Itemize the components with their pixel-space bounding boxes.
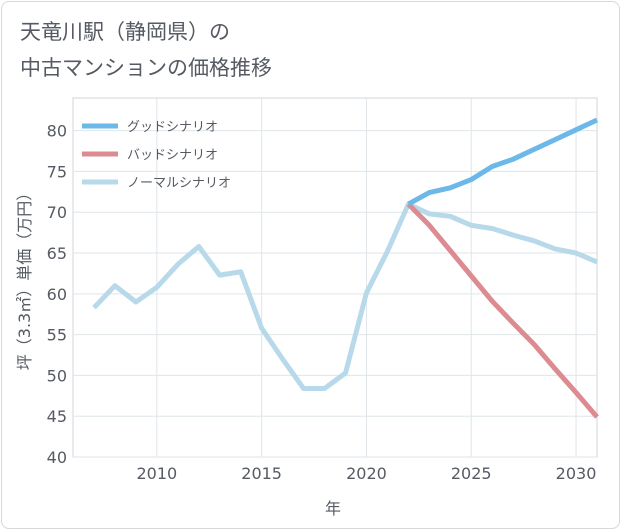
y-axis-label: 坪（3.3㎡）単価（万円） (15, 185, 34, 370)
x-tick-label: 2030 (556, 464, 597, 483)
chart-title-line-2: 中古マンションの価格推移 (20, 56, 272, 80)
y-tick-label: 40 (47, 448, 67, 467)
legend-label: バッドシナリオ (127, 148, 218, 163)
y-tick-label: 45 (47, 407, 67, 426)
x-tick-label: 2020 (346, 464, 387, 483)
y-tick-label: 70 (47, 203, 67, 222)
y-tick-label: 55 (47, 326, 67, 345)
x-tick-label: 2015 (241, 464, 282, 483)
y-tick-label: 60 (47, 285, 67, 304)
series-line-1 (407, 117, 599, 207)
y-tick-label: 65 (47, 244, 67, 263)
series-line-2 (406, 202, 599, 419)
x-tick-label: 2025 (451, 464, 492, 483)
y-tick-label: 50 (47, 366, 67, 385)
x-tick-label: 2010 (136, 464, 177, 483)
x-axis-label: 年 (325, 499, 341, 518)
y-tick-label: 80 (47, 122, 67, 141)
chart-title: 天竜川駅（静岡県）の 中古マンションの価格推移 (20, 14, 272, 86)
y-tick-label: 75 (47, 162, 67, 181)
legend-label: グッドシナリオ (127, 120, 218, 135)
legend-label: ノーマルシナリオ (127, 176, 231, 191)
series-line-3 (92, 201, 598, 391)
chart-title-line-1: 天竜川駅（静岡県）の (20, 20, 230, 44)
